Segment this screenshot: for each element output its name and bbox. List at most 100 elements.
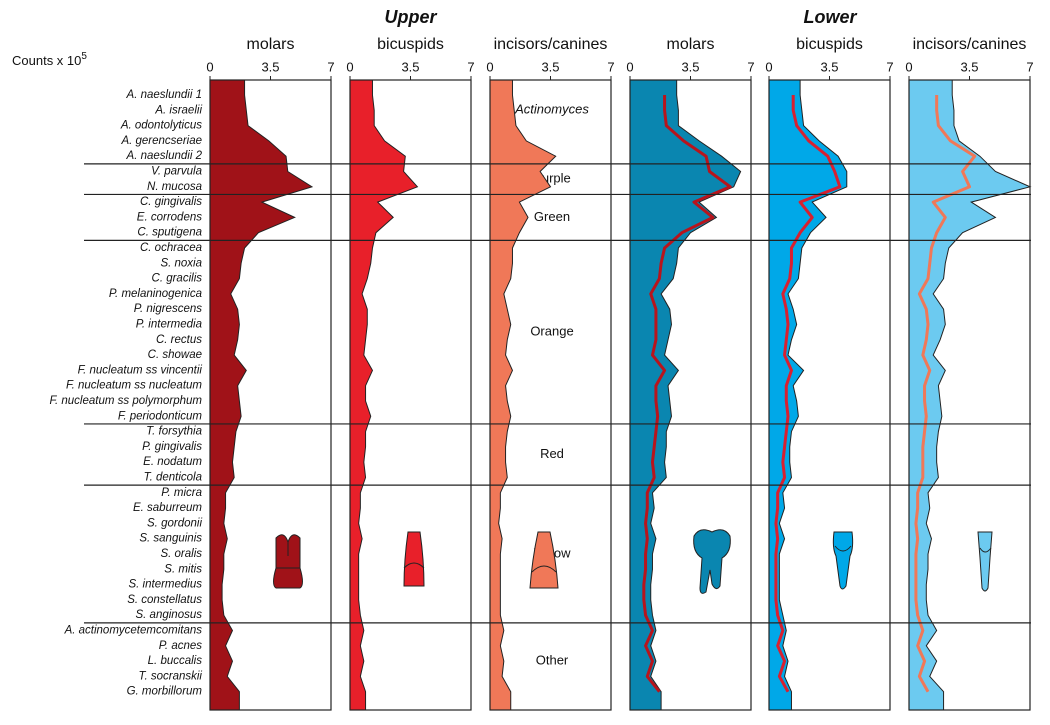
upper-incisor-icon-detail: [531, 565, 557, 573]
species-label: S. sanguinis: [139, 533, 202, 545]
lower-molar-icon: [693, 529, 731, 594]
panel-title: molars: [666, 36, 714, 53]
area-profile: [489, 79, 557, 711]
x-tick-label: 3.5: [261, 59, 279, 74]
x-tick-label: 7: [886, 59, 893, 74]
group-label: Other: [536, 653, 569, 668]
panel-frame: [489, 79, 612, 711]
species-label: A. naeslundii 2: [126, 150, 203, 162]
lower-incisor-icon: [977, 531, 993, 592]
species-label: P. gingivalis: [142, 441, 202, 453]
section-title: Lower: [803, 7, 857, 27]
species-label: F. nucleatum ss vincentii: [78, 364, 203, 376]
upper-bicuspid-icon: [403, 531, 425, 587]
x-tick-label: 7: [747, 59, 754, 74]
x-tick-label: 0: [486, 59, 493, 74]
species-label: F. nucleatum ss nucleatum: [66, 380, 202, 392]
lower-bicuspid-icon: [832, 531, 854, 590]
species-label: S. intermedius: [128, 579, 202, 591]
lower-bicuspid-icon-detail: [834, 545, 852, 552]
area-profile: [629, 79, 742, 711]
tooth-icons: [273, 529, 993, 594]
species-label: P. melaninogenica: [109, 288, 202, 300]
species-label: E. saburreum: [133, 502, 202, 514]
x-tick-label: 0: [905, 59, 912, 74]
species-label: A. israelii: [154, 104, 202, 116]
x-tick-label: 3.5: [960, 59, 978, 74]
x-tick-label: 0: [626, 59, 633, 74]
area-profile: [209, 79, 314, 711]
x-tick-label: 0: [206, 59, 213, 74]
species-label: N. mucosa: [147, 181, 202, 193]
species-label: E. nodatum: [143, 456, 202, 468]
species-label: C. sputigena: [137, 227, 202, 239]
y-label: Counts x 10: [12, 53, 81, 68]
species-label: F. nucleatum ss polymorphum: [49, 395, 202, 407]
species-label: F. periodonticum: [118, 410, 203, 422]
species-label: C. gingivalis: [140, 196, 202, 208]
species-label: S. oralis: [160, 548, 202, 560]
panel-title: bicuspids: [377, 36, 444, 53]
species-label: C. ochracea: [140, 242, 202, 254]
x-tick-label: 0: [346, 59, 353, 74]
species-label: L. buccalis: [148, 655, 203, 667]
x-tick-label: 3.5: [541, 59, 559, 74]
x-tick-label: 3.5: [820, 59, 838, 74]
upper-molar-icon-detail: [276, 542, 300, 569]
panel-title: molars: [246, 36, 294, 53]
plot: ActinomycesPurpleGreenOrangeRedYellowOth…: [49, 7, 1034, 711]
species-label: E. corrodens: [137, 211, 202, 223]
species-label: T. socranskii: [139, 670, 203, 682]
upper-incisor-icon: [529, 531, 559, 589]
species-label: T. denticola: [144, 472, 202, 484]
species-label: C. gracilis: [152, 273, 203, 285]
x-tick-label: 7: [607, 59, 614, 74]
x-tick-label: 3.5: [401, 59, 419, 74]
panel-title: incisors/canines: [494, 36, 608, 53]
panel-frame: [209, 79, 332, 711]
upper-bicuspid-icon-detail: [403, 562, 425, 569]
x-tick-label: 7: [1026, 59, 1033, 74]
species-label: A. naeslundii 1: [126, 89, 202, 101]
species-label: S. anginosus: [136, 609, 203, 621]
group-label: Orange: [530, 324, 573, 339]
x-tick-label: 7: [467, 59, 474, 74]
area-profile: [908, 79, 1032, 711]
species-label: P. intermedia: [136, 319, 202, 331]
group-label: Red: [540, 446, 564, 461]
species-label: P. micra: [161, 487, 202, 499]
species-label: C. rectus: [156, 334, 202, 346]
species-label: A. gerencseriae: [120, 135, 202, 147]
x-tick-label: 0: [765, 59, 772, 74]
group-label: Green: [534, 209, 570, 224]
species-label: S. constellatus: [127, 594, 202, 606]
species-label: A. actinomycetemcomitans: [64, 625, 203, 637]
species-label: P. nigrescens: [134, 303, 202, 315]
panel-frame: [629, 79, 752, 711]
x-tick-label: 7: [327, 59, 334, 74]
species-label: S. gordonii: [147, 517, 202, 529]
lower-incisor-icon-detail: [979, 547, 992, 553]
species-label: A. odontolyticus: [120, 120, 202, 132]
area-profile: [349, 79, 419, 711]
panel-frame: [768, 79, 891, 711]
section-title: Upper: [384, 7, 437, 27]
panel-title: incisors/canines: [913, 36, 1027, 53]
species-label: V. parvula: [151, 166, 202, 178]
x-tick-label: 3.5: [681, 59, 699, 74]
species-label: G. morbillorum: [127, 686, 203, 698]
species-label: S. noxia: [160, 257, 202, 269]
upper-molar-icon: [273, 534, 303, 589]
panel-frame: [908, 79, 1031, 711]
species-label: P. acnes: [159, 640, 203, 652]
species-label: S. mitis: [164, 563, 202, 575]
area-profile: [768, 79, 848, 711]
species-label: C. showae: [148, 349, 202, 361]
axis-unit: Counts x 105: [12, 51, 87, 69]
species-label: T. forsythia: [146, 426, 202, 438]
group-label: Actinomyces: [514, 102, 589, 117]
panel-title: bicuspids: [796, 36, 863, 53]
panel-frame: [349, 79, 472, 711]
y-label-exponent: 5: [81, 51, 87, 62]
